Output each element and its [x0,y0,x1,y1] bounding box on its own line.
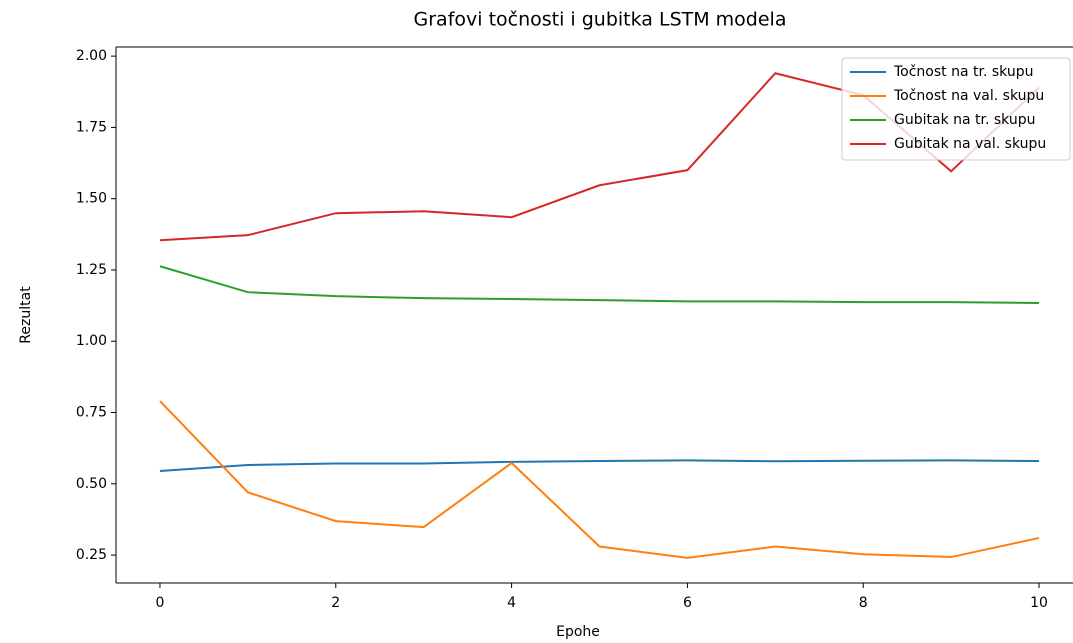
series-line [159,400,1040,559]
legend-label: Točnost na val. skupu [893,88,1044,104]
y-tick-label: 0.25 [76,547,107,563]
chart-title: Grafovi točnosti i gubitka LSTM modela [414,9,787,31]
series-line [159,459,1040,472]
y-tick-label: 0.75 [76,405,107,421]
y-tick-label: 1.75 [76,119,107,135]
y-tick-label: 2.00 [76,48,107,64]
x-tick-label: 8 [859,595,868,611]
x-tick-label: 4 [507,595,516,611]
series-line [159,265,1040,305]
y-tick-label: 1.50 [76,191,107,207]
legend-box [841,57,1071,161]
legend-label: Gubitak na val. skupu [894,136,1046,152]
x-tick-label: 0 [155,595,164,611]
y-tick-label: 1.25 [76,262,107,278]
legend-label: Gubitak na tr. skupu [894,112,1036,128]
x-tick-label: 2 [331,595,340,611]
x-tick-label: 10 [1030,595,1048,611]
y-tick-label: 1.00 [76,333,107,349]
y-axis-label: Rezultat [18,286,34,344]
y-tick-label: 0.50 [76,476,107,492]
legend-label: Točnost na tr. skupu [893,64,1033,80]
x-axis-label: Epohe [556,624,600,640]
x-tick-label: 6 [683,595,692,611]
